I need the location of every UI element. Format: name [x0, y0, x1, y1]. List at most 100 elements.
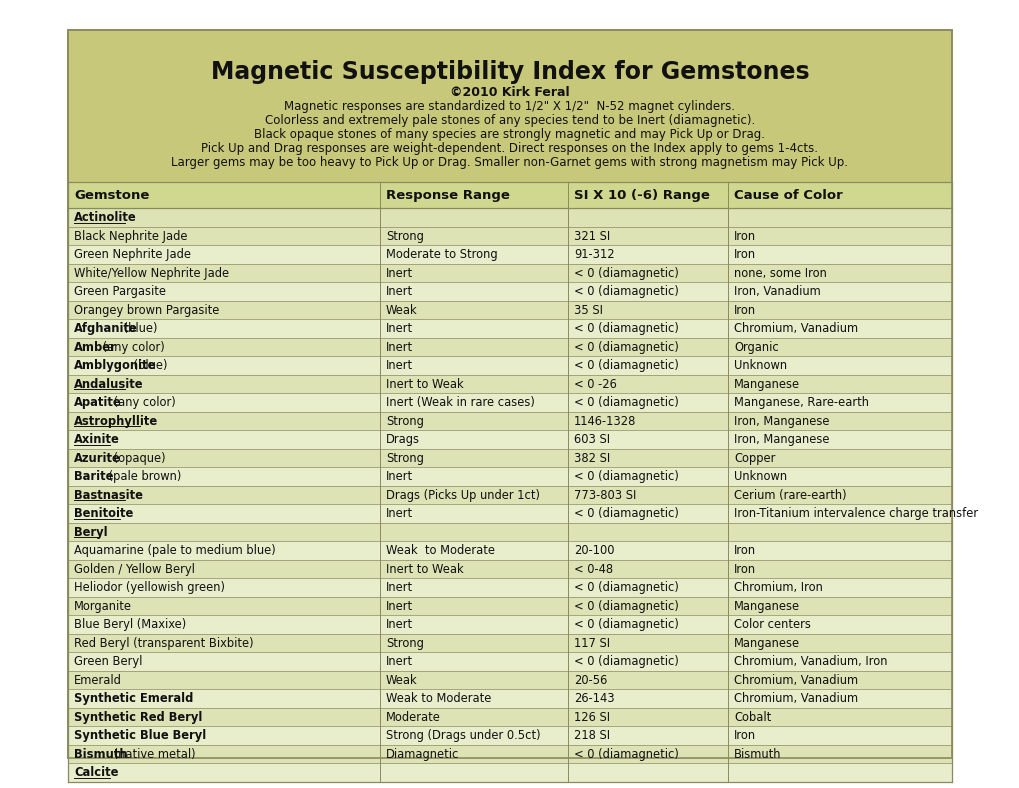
Text: Drags (Picks Up under 1ct): Drags (Picks Up under 1ct): [385, 489, 539, 502]
Text: (any color): (any color): [100, 340, 165, 354]
Text: Apatite: Apatite: [74, 396, 121, 409]
Text: 26-143: 26-143: [574, 692, 614, 705]
Text: Red Beryl (transparent Bixbite): Red Beryl (transparent Bixbite): [74, 637, 254, 649]
Text: Chromium, Iron: Chromium, Iron: [734, 581, 822, 594]
Text: Cause of Color: Cause of Color: [734, 188, 842, 202]
Text: Manganese: Manganese: [734, 600, 799, 612]
Bar: [68, 689, 951, 708]
Text: Synthetic Emerald: Synthetic Emerald: [74, 692, 194, 705]
Text: Manganese: Manganese: [734, 637, 799, 649]
Text: Inert: Inert: [385, 470, 413, 483]
Text: Cerium (rare-earth): Cerium (rare-earth): [734, 489, 846, 502]
Bar: [68, 485, 951, 504]
Text: < 0 (diamagnetic): < 0 (diamagnetic): [574, 322, 679, 335]
Text: Morganite: Morganite: [74, 600, 131, 612]
Text: 321 SI: 321 SI: [574, 229, 609, 243]
Text: Magnetic responses are standardized to 1/2" X 1/2"  N-52 magnet cylinders.: Magnetic responses are standardized to 1…: [284, 100, 735, 113]
Text: Color centers: Color centers: [734, 618, 810, 631]
Text: Gemstone: Gemstone: [74, 188, 149, 202]
Text: 1146-1328: 1146-1328: [574, 414, 636, 428]
Text: Organic: Organic: [734, 340, 777, 354]
Text: Benitoite: Benitoite: [74, 507, 133, 520]
Bar: [68, 559, 951, 578]
Bar: [68, 182, 951, 208]
Text: < 0 (diamagnetic): < 0 (diamagnetic): [574, 748, 679, 760]
Text: Inert: Inert: [385, 266, 413, 280]
Text: (any color): (any color): [110, 396, 175, 409]
Text: Manganese: Manganese: [734, 377, 799, 391]
Text: (pale brown): (pale brown): [105, 470, 180, 483]
Text: Synthetic Blue Beryl: Synthetic Blue Beryl: [74, 729, 206, 742]
Text: Beryl: Beryl: [74, 526, 108, 539]
Text: Iron: Iron: [734, 729, 755, 742]
Text: < 0-48: < 0-48: [574, 563, 612, 575]
Text: Weak: Weak: [385, 674, 417, 686]
Bar: [68, 708, 951, 726]
Text: Aquamarine (pale to medium blue): Aquamarine (pale to medium blue): [74, 545, 275, 557]
Text: Afghanite: Afghanite: [74, 322, 138, 335]
Text: < 0 (diamagnetic): < 0 (diamagnetic): [574, 285, 679, 298]
Text: (native metal): (native metal): [110, 748, 195, 760]
Text: Copper: Copper: [734, 452, 774, 465]
Text: Green Nephrite Jade: Green Nephrite Jade: [74, 248, 191, 261]
Bar: [68, 745, 951, 763]
Text: Weak: Weak: [385, 303, 417, 317]
Text: Strong: Strong: [385, 414, 424, 428]
Text: Green Pargasite: Green Pargasite: [74, 285, 166, 298]
Text: Emerald: Emerald: [74, 674, 121, 686]
Bar: [68, 430, 951, 448]
Bar: [68, 726, 951, 745]
Bar: [68, 208, 951, 226]
Text: Axinite: Axinite: [74, 433, 119, 446]
Text: (blue): (blue): [130, 359, 167, 372]
Text: Magnetic Susceptibility Index for Gemstones: Magnetic Susceptibility Index for Gemsto…: [211, 60, 808, 84]
Text: Green Beryl: Green Beryl: [74, 655, 143, 668]
Text: Iron: Iron: [734, 563, 755, 575]
Text: Inert: Inert: [385, 581, 413, 594]
Bar: [68, 356, 951, 374]
Text: Bismuth: Bismuth: [734, 748, 781, 760]
Text: Inert: Inert: [385, 507, 413, 520]
Text: Strong: Strong: [385, 452, 424, 465]
Text: Synthetic Red Beryl: Synthetic Red Beryl: [74, 711, 202, 723]
Text: 91-312: 91-312: [574, 248, 614, 261]
Text: Iron-Titanium intervalence charge transfer: Iron-Titanium intervalence charge transf…: [734, 507, 977, 520]
Bar: [68, 541, 951, 559]
Text: White/Yellow Nephrite Jade: White/Yellow Nephrite Jade: [74, 266, 229, 280]
Text: Diamagnetic: Diamagnetic: [385, 748, 459, 760]
Bar: [68, 30, 951, 758]
Text: Weak to Moderate: Weak to Moderate: [385, 692, 491, 705]
Text: Black Nephrite Jade: Black Nephrite Jade: [74, 229, 187, 243]
Text: Iron, Manganese: Iron, Manganese: [734, 414, 828, 428]
Text: 117 SI: 117 SI: [574, 637, 609, 649]
Text: Azurite: Azurite: [74, 452, 120, 465]
Text: < 0 (diamagnetic): < 0 (diamagnetic): [574, 655, 679, 668]
Text: Bastnasite: Bastnasite: [74, 489, 143, 502]
Text: none, some Iron: none, some Iron: [734, 266, 826, 280]
Bar: [68, 448, 951, 467]
Bar: [68, 226, 951, 245]
Text: Inert: Inert: [385, 618, 413, 631]
Bar: [68, 282, 951, 300]
Text: < 0 (diamagnetic): < 0 (diamagnetic): [574, 340, 679, 354]
Text: Weak  to Moderate: Weak to Moderate: [385, 545, 494, 557]
Bar: [68, 467, 951, 485]
Text: Heliodor (yellowish green): Heliodor (yellowish green): [74, 581, 225, 594]
Text: Iron, Manganese: Iron, Manganese: [734, 433, 828, 446]
Text: Iron, Vanadium: Iron, Vanadium: [734, 285, 820, 298]
Text: Iron: Iron: [734, 248, 755, 261]
Text: < 0 (diamagnetic): < 0 (diamagnetic): [574, 266, 679, 280]
Text: Actinolite: Actinolite: [74, 211, 137, 224]
Text: 35 SI: 35 SI: [574, 303, 602, 317]
Text: < 0 (diamagnetic): < 0 (diamagnetic): [574, 581, 679, 594]
Text: Inert: Inert: [385, 340, 413, 354]
Text: Inert: Inert: [385, 600, 413, 612]
Bar: [68, 671, 951, 689]
Text: Inert (Weak in rare cases): Inert (Weak in rare cases): [385, 396, 534, 409]
Text: < 0 (diamagnetic): < 0 (diamagnetic): [574, 470, 679, 483]
Text: 773-803 SI: 773-803 SI: [574, 489, 636, 502]
Text: Strong: Strong: [385, 637, 424, 649]
Bar: [68, 504, 951, 522]
Text: 20-100: 20-100: [574, 545, 613, 557]
Bar: [68, 615, 951, 634]
